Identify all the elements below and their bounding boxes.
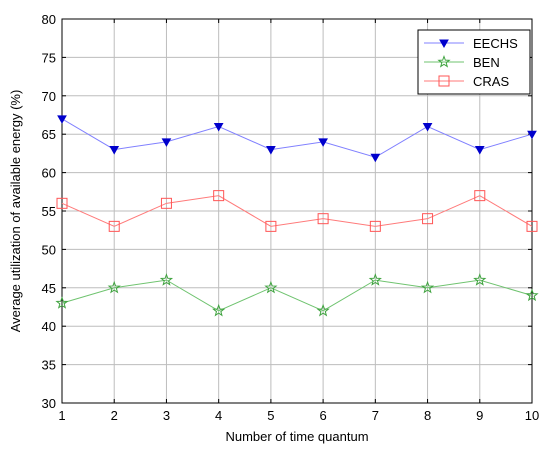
data-point-ben (264, 280, 278, 294)
legend-entry-eechs: EECHS (424, 36, 518, 51)
data-point-ben (107, 280, 121, 294)
data-point-eechs (266, 146, 276, 155)
y-tick-label: 45 (42, 281, 56, 296)
data-point-eechs (474, 146, 485, 155)
data-point-cras (317, 213, 329, 225)
data-point-ben (212, 303, 226, 317)
data-point-ben (420, 280, 435, 294)
legend-label-cras: CRAS (473, 74, 509, 89)
data-point-cras (56, 197, 68, 209)
data-point-eechs (213, 123, 224, 132)
data-point-eechs (422, 123, 433, 132)
data-point-cras (369, 220, 381, 232)
legend-marker-ben (437, 55, 451, 68)
y-tick-label: 35 (42, 358, 56, 373)
x-tick-label: 2 (111, 408, 118, 423)
y-tick-label: 75 (42, 50, 56, 65)
data-point-ben (525, 288, 539, 302)
y-tick-label: 65 (42, 127, 56, 142)
legend: EECHS BEN CRAS (417, 29, 531, 95)
x-tick-label: 5 (267, 408, 274, 423)
data-point-ben (473, 273, 487, 286)
data-point-eechs (161, 138, 172, 147)
data-point-cras (108, 220, 120, 232)
x-tick-label: 1 (58, 408, 65, 423)
x-tick-label: 4 (215, 408, 222, 423)
data-point-ben (55, 296, 69, 309)
y-tick-label: 50 (42, 242, 56, 257)
data-point-cras (474, 190, 486, 202)
x-tick-label: 8 (424, 408, 431, 423)
series-line-ben (61, 279, 533, 312)
legend-marker-cras (438, 75, 450, 87)
series-cras (56, 190, 538, 232)
y-axis-label: Average utilization of available energy … (8, 90, 23, 333)
y-tick-label: 30 (42, 396, 56, 411)
data-point-cras (265, 220, 277, 232)
y-tick-label: 70 (42, 89, 56, 104)
x-tick-label: 10 (525, 408, 539, 423)
data-point-cras (526, 220, 538, 232)
data-point-eechs (109, 146, 120, 155)
data-point-ben (159, 273, 174, 286)
data-point-cras (160, 197, 172, 209)
data-point-eechs (370, 153, 381, 163)
series-ben (55, 273, 539, 317)
data-point-cras (422, 213, 434, 225)
x-tick-label: 6 (319, 408, 326, 423)
y-tick-label: 40 (42, 319, 56, 334)
x-tick-label: 9 (476, 408, 483, 423)
data-point-ben (316, 303, 330, 317)
data-point-cras (213, 190, 225, 202)
series-line-cras (61, 195, 533, 227)
x-tick-label: 7 (372, 408, 379, 423)
y-tick-label: 80 (42, 12, 56, 27)
legend-label-ben: BEN (473, 55, 500, 70)
legend-entry-cras: CRAS (424, 74, 509, 89)
series-layer (55, 115, 539, 317)
data-point-eechs (57, 115, 67, 124)
legend-marker-eechs (439, 39, 449, 49)
legend-entry-ben: BEN (424, 55, 500, 70)
series-eechs (57, 115, 537, 163)
y-tick-label: 55 (42, 204, 56, 219)
series-line-eechs (61, 118, 533, 158)
y-tick-label: 60 (42, 166, 56, 181)
x-axis-label: Number of time quantum (225, 429, 368, 444)
data-point-eechs (318, 138, 328, 147)
data-point-eechs (527, 130, 537, 140)
legend-label-eechs: EECHS (473, 36, 518, 51)
x-tick-label: 3 (163, 408, 170, 423)
data-point-ben (368, 273, 382, 286)
